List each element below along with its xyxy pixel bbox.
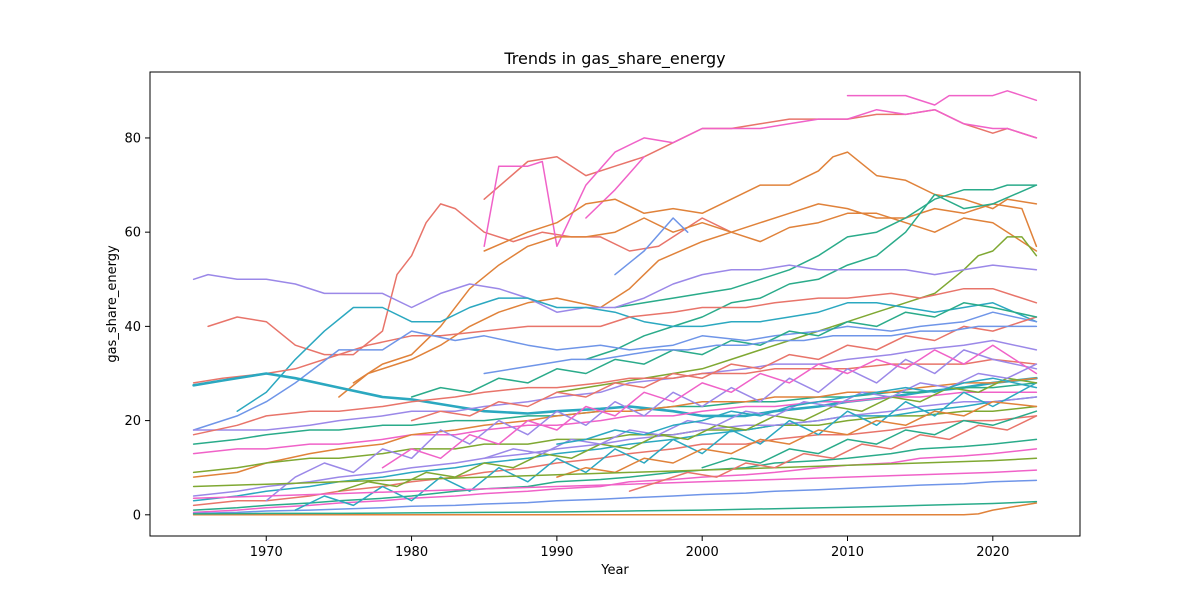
x-tick-label: 1980 xyxy=(395,545,428,560)
series-line-3 xyxy=(846,90,1038,106)
x-tick-label: 1990 xyxy=(540,545,573,560)
series-line-33 xyxy=(338,377,1038,492)
series-line-38 xyxy=(483,325,1038,375)
x-tick-label: 2020 xyxy=(976,545,1009,560)
series-line-30 xyxy=(192,500,1038,515)
series-line-28 xyxy=(192,479,1038,515)
series-line-9 xyxy=(585,184,1038,361)
chart-title: Trends in gas_share_energy xyxy=(503,49,725,69)
series-line-4 xyxy=(585,156,645,219)
series-line-2 xyxy=(483,108,1038,248)
series-line-26 xyxy=(192,438,1038,511)
y-tick-label: 80 xyxy=(124,131,141,146)
series-line-40 xyxy=(556,377,1038,445)
series-line-20 xyxy=(192,391,1038,455)
series-line-10 xyxy=(556,236,1038,394)
plot-frame xyxy=(149,71,1081,537)
series-line-13 xyxy=(614,217,689,276)
series-line-15 xyxy=(192,311,1038,431)
series-line-7 xyxy=(338,212,1038,398)
series-line-25 xyxy=(192,415,1038,507)
series-line-21 xyxy=(192,377,1038,478)
series-line-36 xyxy=(410,302,1038,398)
series-line-43 xyxy=(628,415,1038,492)
series-line-32 xyxy=(294,382,1038,511)
y-axis-label: gas_share_energy xyxy=(105,245,120,363)
series-line-37 xyxy=(483,363,1038,460)
x-axis-label: Year xyxy=(600,563,629,578)
series-line-5 xyxy=(483,151,1038,252)
series-line-18 xyxy=(192,358,1038,436)
y-tick-label: 0 xyxy=(133,508,141,523)
series-line-29 xyxy=(192,502,1038,516)
series-line-17 xyxy=(192,339,1038,431)
series-line-12 xyxy=(236,297,1038,412)
series-line-39 xyxy=(556,400,1038,478)
series-line-11 xyxy=(192,264,1038,313)
series-group xyxy=(192,90,1038,516)
y-tick-label: 20 xyxy=(124,414,141,429)
series-line-41 xyxy=(192,457,1038,488)
series-line-6 xyxy=(352,203,1038,384)
series-line-14 xyxy=(192,287,1038,384)
series-line-16 xyxy=(192,372,1038,418)
series-line-31 xyxy=(265,349,1038,502)
series-line-8 xyxy=(614,184,1038,309)
x-tick-label: 2010 xyxy=(831,545,864,560)
y-tick-label: 40 xyxy=(124,320,141,335)
series-line-42 xyxy=(192,469,1038,500)
series-line-35 xyxy=(410,316,1038,422)
series-line-0 xyxy=(207,203,733,356)
series-line-34 xyxy=(381,344,1038,469)
series-line-44 xyxy=(701,410,1038,469)
x-tick-label: 1970 xyxy=(250,545,283,560)
x-tick-label: 2000 xyxy=(686,545,719,560)
y-tick-label: 60 xyxy=(124,226,141,241)
x-axis: 1970 1980 1990 2000 2010 2020 xyxy=(250,536,1009,560)
y-axis: 0 20 40 60 80 xyxy=(124,131,150,523)
